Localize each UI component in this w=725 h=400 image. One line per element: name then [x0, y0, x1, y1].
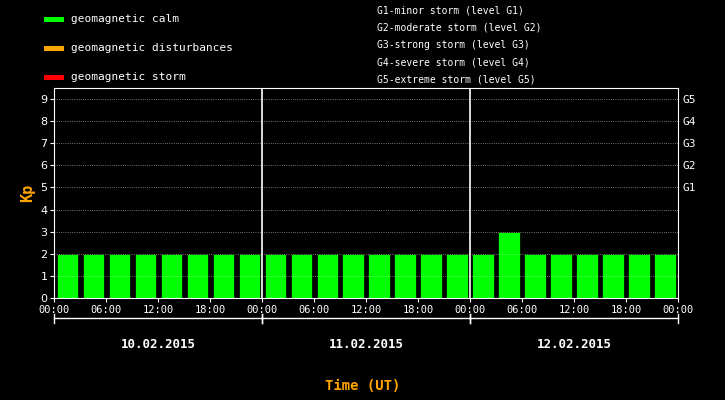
Bar — [447, 254, 468, 298]
Y-axis label: Kp: Kp — [20, 184, 35, 202]
Bar — [44, 75, 64, 80]
Bar — [342, 254, 364, 298]
Bar — [629, 254, 650, 298]
Text: 11.02.2015: 11.02.2015 — [328, 338, 404, 350]
Bar — [83, 254, 104, 298]
Bar — [394, 254, 415, 298]
Text: 12.02.2015: 12.02.2015 — [536, 338, 611, 350]
Text: G3-strong storm (level G3): G3-strong storm (level G3) — [377, 40, 530, 50]
Text: G5-extreme storm (level G5): G5-extreme storm (level G5) — [377, 74, 536, 84]
Bar — [109, 254, 130, 298]
Text: geomagnetic storm: geomagnetic storm — [71, 72, 186, 82]
Text: G2-moderate storm (level G2): G2-moderate storm (level G2) — [377, 23, 542, 33]
Bar — [473, 254, 494, 298]
Bar — [186, 254, 208, 298]
Bar — [524, 254, 546, 298]
Bar — [239, 254, 260, 298]
Bar — [420, 254, 442, 298]
Bar — [44, 46, 64, 51]
Bar — [135, 254, 156, 298]
Text: geomagnetic disturbances: geomagnetic disturbances — [71, 43, 233, 53]
Text: G4-severe storm (level G4): G4-severe storm (level G4) — [377, 57, 530, 67]
Bar — [57, 254, 78, 298]
Bar — [498, 232, 520, 298]
Bar — [576, 254, 597, 298]
Text: G1-minor storm (level G1): G1-minor storm (level G1) — [377, 6, 524, 16]
Bar — [317, 254, 338, 298]
Bar — [161, 254, 182, 298]
Bar — [44, 17, 64, 22]
Text: geomagnetic calm: geomagnetic calm — [71, 14, 179, 24]
Bar — [602, 254, 624, 298]
Bar — [212, 254, 234, 298]
Bar — [550, 254, 571, 298]
Bar — [291, 254, 312, 298]
Text: 10.02.2015: 10.02.2015 — [121, 338, 196, 350]
Bar — [654, 254, 676, 298]
Bar — [265, 254, 286, 298]
Text: Time (UT): Time (UT) — [325, 379, 400, 393]
Bar — [368, 254, 390, 298]
